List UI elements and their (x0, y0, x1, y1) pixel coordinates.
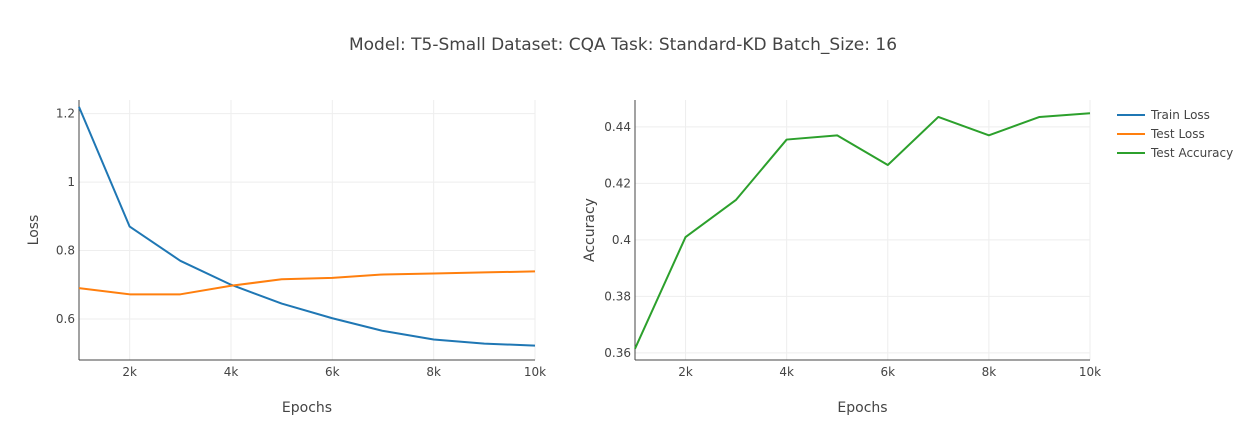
test-accuracy-line (634, 112, 1091, 350)
y-tick-label: 0.44 (604, 120, 631, 134)
y-axis-title: Accuracy (582, 198, 598, 262)
legend: Train Loss Test Loss Test Accuracy (1117, 108, 1233, 160)
y-tick-label: 1 (67, 175, 75, 189)
y-tick-label: 0.36 (604, 346, 631, 360)
x-tick-label: 10k (1079, 365, 1101, 379)
x-tick-label: 2k (122, 365, 137, 379)
x-tick-label: 8k (982, 365, 997, 379)
y-tick-label: 0.38 (604, 289, 631, 303)
y-tick-label: 0.4 (612, 233, 631, 247)
legend-label-test-loss: Test Loss (1150, 127, 1205, 141)
train-loss-line (78, 106, 536, 347)
x-tick-label: 4k (779, 365, 794, 379)
accuracy-panel: 2k 4k 6k 8k 10k 0.36 0.38 0.4 0.42 0.44 Epochs Accu… (582, 100, 1101, 416)
y-axis-title: Loss (26, 215, 42, 246)
x-tick-label: 10k (524, 365, 546, 379)
y-tick-label: 0.8 (56, 244, 75, 258)
x-tick-label: 4k (224, 365, 239, 379)
x-tick-label: 6k (880, 365, 895, 379)
y-tick-label: 1.2 (56, 107, 75, 121)
loss-panel: 2k 4k 6k 8k 10k 0.6 0.8 1 1.2 Epochs Loss (26, 100, 546, 416)
legend-label-train-loss: Train Loss (1150, 108, 1210, 122)
x-axis-title: Epochs (837, 400, 887, 416)
x-tick-label: 6k (325, 365, 340, 379)
y-tick-label: 0.6 (56, 312, 75, 326)
legend-label-test-accuracy: Test Accuracy (1150, 146, 1233, 160)
test-loss-line (78, 270, 536, 296)
x-axis-title: Epochs (282, 400, 332, 416)
x-tick-label: 8k (426, 365, 441, 379)
chart-title: Model: T5-Small Dataset: CQA Task: Stand… (349, 35, 897, 55)
x-tick-label: 2k (678, 365, 693, 379)
y-tick-label: 0.42 (604, 176, 631, 190)
